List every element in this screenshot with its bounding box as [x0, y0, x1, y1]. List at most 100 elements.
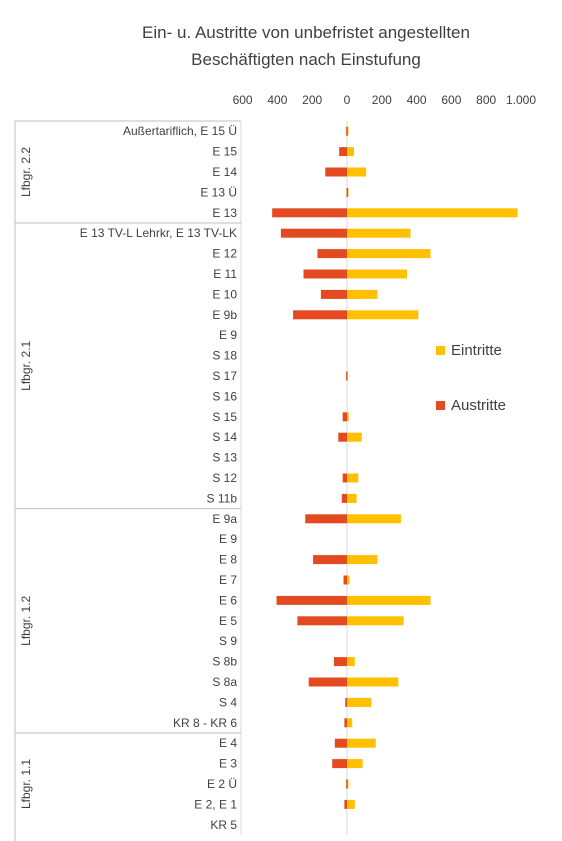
legend-label: Austritte: [451, 397, 506, 414]
category-label: E 7: [219, 573, 237, 587]
x-tick-label: 600: [441, 93, 461, 107]
category-label: S 16: [212, 389, 237, 403]
x-axis-tick-labels: 600 400 200 0 200 400 600 800 1.000: [233, 93, 537, 107]
eintritte-bar: [347, 514, 401, 524]
eintritte-bar: [347, 473, 359, 483]
eintritte-bar: [347, 616, 404, 626]
category-label: E 13 TV-L Lehrkr, E 13 TV-LK: [80, 226, 237, 240]
austritte-bar: [339, 147, 347, 157]
austritte-bar: [317, 249, 347, 259]
austritte-bar: [325, 167, 347, 177]
category-label: Außertariflich, E 15 Ü: [123, 124, 237, 138]
eintritte-bar: [347, 269, 408, 279]
category-label: S 18: [212, 349, 237, 363]
austritte-bar: [341, 493, 347, 503]
group-label: Lfbgr. 2.1: [19, 340, 33, 390]
eintritte-bar: [347, 126, 349, 136]
austritte-bar: [344, 799, 347, 809]
austritte-bar: [303, 269, 347, 279]
austritte-bar: [342, 473, 347, 483]
category-label: E 9a: [212, 512, 237, 526]
eintritte-bar: [347, 657, 355, 667]
x-tick-label: 800: [476, 93, 496, 107]
eintritte-bar: [347, 208, 518, 218]
category-label: E 10: [212, 287, 237, 301]
x-tick-label: 1.000: [506, 93, 536, 107]
eintritte-bar: [347, 555, 378, 565]
austritte-bar: [320, 289, 347, 299]
chart-title-line-1: Ein- u. Austritte von unbefristet angest…: [142, 23, 470, 42]
austritte-bar: [334, 738, 347, 748]
category-label: KR 8 - KR 6: [173, 716, 237, 730]
eintritte-bar: [347, 779, 349, 789]
austritte-bar: [346, 187, 348, 197]
category-label: S 9: [219, 634, 237, 648]
austritte-bar: [333, 657, 347, 667]
eintritte-bar: [347, 738, 376, 748]
category-label: E 2, E 1: [194, 797, 237, 811]
x-tick-label: 0: [344, 93, 351, 107]
category-label: S 15: [212, 410, 237, 424]
category-label: E 9: [219, 328, 237, 342]
eintritte-bar: [347, 249, 431, 259]
category-frame: [14, 120, 348, 841]
austritte-bar: [342, 412, 347, 422]
x-tick-label: 600: [233, 93, 253, 107]
category-labels: Außertariflich, E 15 Ü E 15 E 14 E 13 Ü E 13…: [80, 124, 238, 832]
eintritte-bar: [347, 412, 349, 422]
eintritte-bar: [347, 718, 353, 728]
x-tick-label: 200: [372, 93, 392, 107]
austritte-bar: [346, 371, 348, 381]
category-label: S 11b: [207, 491, 238, 505]
austritte-bar: [332, 759, 347, 769]
austritte-bar: [313, 555, 347, 565]
chart-title-line-2: Beschäftigten nach Einstufung: [191, 50, 421, 69]
category-label: S 8a: [212, 675, 237, 689]
eintritte-bar: [347, 147, 354, 157]
category-label: E 13: [212, 206, 237, 220]
x-tick-label: 400: [267, 93, 287, 107]
eintritte-bar: [347, 289, 378, 299]
legend-label: Eintritte: [451, 342, 502, 359]
austritte-bar: [272, 208, 347, 218]
category-label: E 8: [219, 553, 237, 567]
category-label: E 14: [212, 165, 237, 179]
austritte-bar: [293, 310, 347, 320]
category-label: S 17: [212, 369, 237, 383]
category-label: S 13: [212, 451, 237, 465]
austritte-bar: [343, 575, 347, 585]
group-labels: Lfbgr. 2.2 Lfbgr. 2.1 Lfbgr. 1.2 Lfbgr. 1.1: [19, 147, 33, 809]
category-label: E 3: [219, 757, 237, 771]
austritte-bar: [346, 126, 348, 136]
austritte-bar: [345, 697, 347, 707]
eintritte-bar: [347, 759, 363, 769]
category-label: E 2 Ü: [207, 777, 237, 791]
eintritte-bar: [347, 228, 411, 238]
group-label: Lfbgr. 1.2: [19, 595, 33, 645]
category-label: S 12: [212, 471, 237, 485]
eintritte-bar: [347, 595, 431, 605]
austritte-bar: [280, 228, 347, 238]
group-label: Lfbgr. 2.2: [19, 147, 33, 197]
category-label: E 15: [212, 145, 237, 159]
category-label: E 9b: [212, 308, 237, 322]
category-label: E 12: [212, 247, 237, 261]
eintritte-bar: [347, 799, 355, 809]
category-label: E 13 Ü: [200, 185, 237, 199]
eintritte-bar: [347, 167, 367, 177]
category-label: S 14: [212, 430, 237, 444]
category-label: S 4: [219, 695, 237, 709]
austritte-bar: [308, 677, 347, 687]
bars: [272, 126, 518, 809]
austritte-bar: [338, 432, 347, 442]
group-label: Lfbgr. 1.1: [19, 759, 33, 809]
legend-swatch: [436, 401, 445, 410]
austritte-bar: [276, 595, 347, 605]
eintritte-bar: [347, 575, 350, 585]
eintritte-bar: [347, 310, 419, 320]
eintritte-bar: [347, 432, 362, 442]
austritte-bar: [305, 514, 347, 524]
category-label: E 5: [219, 614, 237, 628]
category-label: E 6: [219, 593, 237, 607]
